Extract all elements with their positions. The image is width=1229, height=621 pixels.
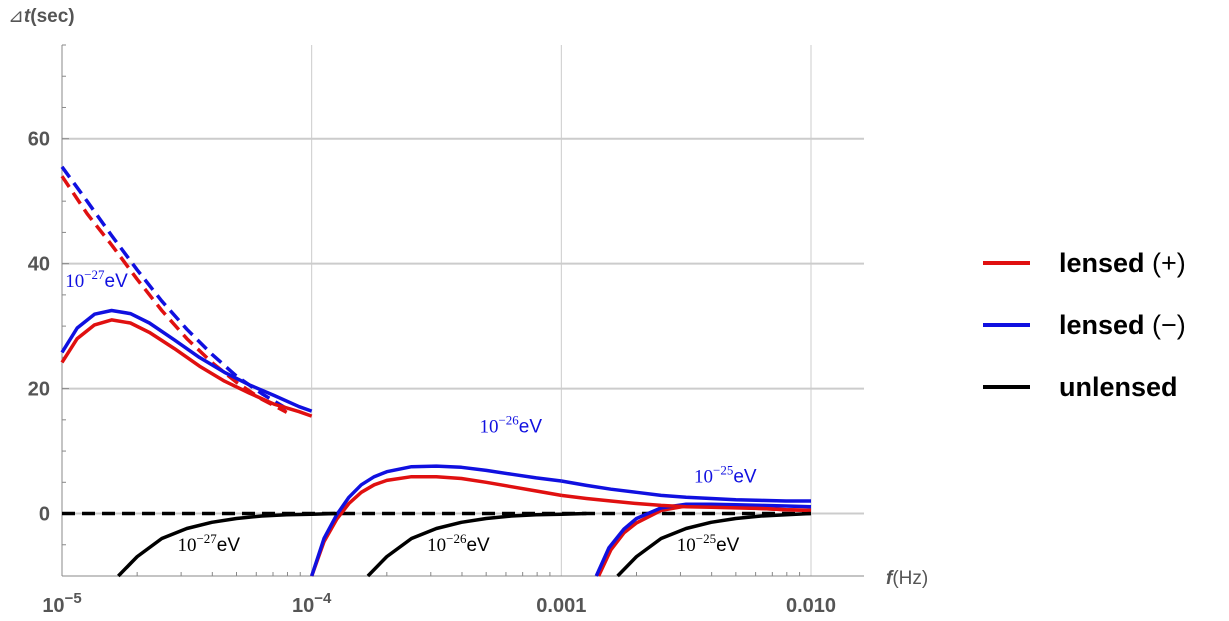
grid bbox=[62, 45, 864, 576]
y-tick-label: 20 bbox=[28, 379, 50, 401]
y-tick-label: 0 bbox=[39, 504, 50, 526]
series-line-plus-26 bbox=[310, 474, 562, 577]
x-tick-label: 0.010 bbox=[786, 595, 836, 617]
series-line-unlensed-27 bbox=[117, 511, 337, 578]
x-axis-title: f(Hz) bbox=[886, 568, 928, 589]
series-line-minus-26 bbox=[310, 464, 562, 577]
series-line-minus-dashed bbox=[60, 165, 288, 411]
series-line-minus-27 bbox=[60, 308, 313, 413]
annotation-label-0: 10−27eV bbox=[65, 267, 128, 292]
series-line-unlensed-25 bbox=[616, 511, 812, 578]
annotation-label-2: 10−25eV bbox=[694, 462, 757, 487]
annotation-label-5: 10−25eV bbox=[677, 531, 740, 556]
legend-label-unlensed: unlensed bbox=[1059, 372, 1178, 402]
series-line-plus-tail bbox=[561, 493, 812, 513]
legend-label-lensed_minus: lensed (−) bbox=[1059, 310, 1186, 340]
series bbox=[60, 165, 812, 578]
annotations: 10−27eV 10−26eV 10−25eV 10−27eV 10−26eV 10−25… bbox=[65, 267, 757, 556]
series-line-minus-25 bbox=[594, 502, 812, 577]
series-line-minus-tail bbox=[560, 479, 811, 503]
legend-label-lensed_plus: lensed (+) bbox=[1059, 248, 1186, 278]
series-line-plus-27 bbox=[60, 318, 313, 418]
x-tick-label: 10−4 bbox=[292, 590, 332, 617]
legend: lensed (+) lensed (−) unlensed bbox=[983, 248, 1186, 402]
x-tick-label: 10−5 bbox=[42, 590, 81, 617]
series-line-plus-dashed bbox=[60, 175, 288, 414]
series-line-unlensed-26 bbox=[366, 511, 587, 578]
annotation-label-1: 10−26eV bbox=[479, 412, 542, 437]
annotation-label-4: 10−26eV bbox=[427, 531, 490, 556]
x-tick-label: 0.001 bbox=[536, 595, 586, 617]
y-axis-title: ⊿t(sec) bbox=[8, 6, 75, 27]
axes: 0 20 40 60 10−5 10−4 0.001 0.010 ⊿t(sec) f(Hz) bbox=[8, 6, 928, 617]
y-tick-label: 40 bbox=[28, 254, 50, 276]
annotation-label-3: 10−27eV bbox=[177, 531, 240, 556]
y-tick-label: 60 bbox=[28, 129, 50, 151]
